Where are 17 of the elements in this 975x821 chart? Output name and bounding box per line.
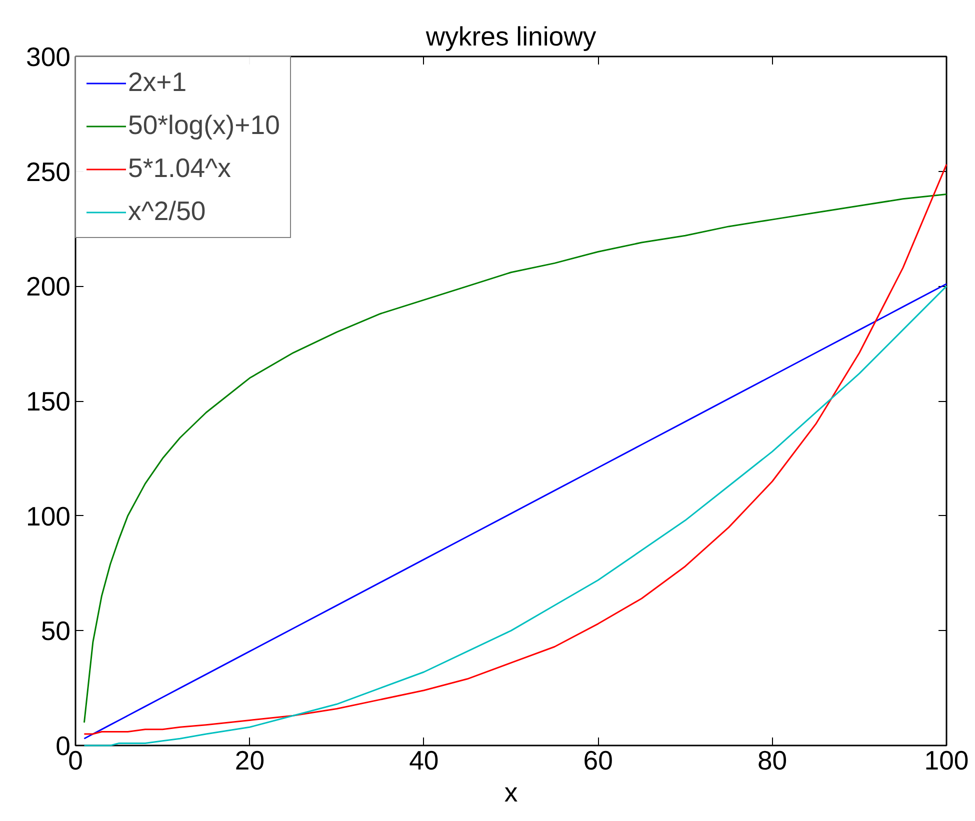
chart-title: wykres liniowy [424, 22, 597, 52]
x-tick-label: 20 [234, 746, 265, 776]
y-tick-label: 50 [40, 616, 71, 646]
y-tick-label: 200 [26, 272, 71, 302]
y-tick-label: 100 [26, 501, 71, 532]
x-tick-label: 40 [409, 746, 439, 776]
y-tick-label: 250 [26, 156, 71, 187]
legend-label: 2x+1 [128, 67, 187, 98]
x-tick-label: 60 [583, 746, 613, 776]
x-tick-label: 100 [924, 746, 969, 776]
legend-label: 5*1.04^x [128, 153, 231, 184]
y-tick-label: 150 [26, 386, 71, 416]
x-axis-title: x [504, 778, 518, 808]
legend-label: x^2/50 [128, 196, 206, 227]
y-tick-label: 300 [26, 42, 71, 72]
x-tick-label: 80 [757, 746, 788, 776]
legend-label: 50*log(x)+10 [128, 110, 280, 141]
